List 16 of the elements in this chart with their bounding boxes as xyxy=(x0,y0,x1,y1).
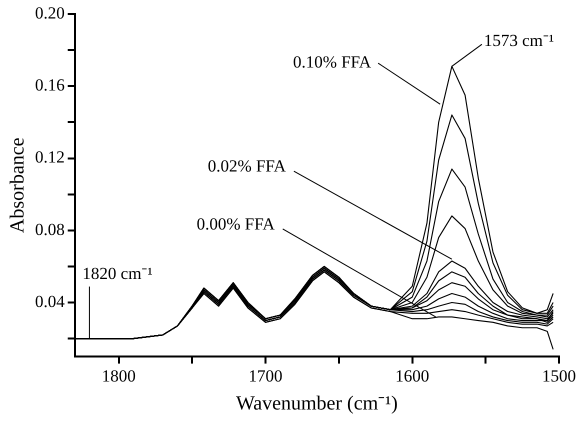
x-axis-title: Wavenumber (cm⁻¹) xyxy=(236,392,398,414)
x-tick-label: 1600 xyxy=(395,366,430,386)
annotation: 0.02% FFA xyxy=(208,156,287,176)
y-tick-label: 0.04 xyxy=(35,292,66,311)
annotation: 1820 cm⁻¹ xyxy=(82,264,153,284)
annotation: 0.10% FFA xyxy=(293,52,372,72)
y-tick-label: 0.16 xyxy=(35,76,65,95)
y-tick-label: 0.12 xyxy=(35,148,65,167)
annotation: 0.00% FFA xyxy=(196,214,276,234)
y-tick-label: 0.08 xyxy=(35,220,65,239)
y-tick-label: 0.20 xyxy=(35,3,65,22)
x-tick-label: 1700 xyxy=(248,366,283,386)
x-tick-label: 1500 xyxy=(542,366,576,386)
y-axis-title: Absorbance xyxy=(6,137,28,234)
annotation: 1573 cm⁻¹ xyxy=(484,30,554,50)
x-tick-label: 1800 xyxy=(102,366,136,386)
